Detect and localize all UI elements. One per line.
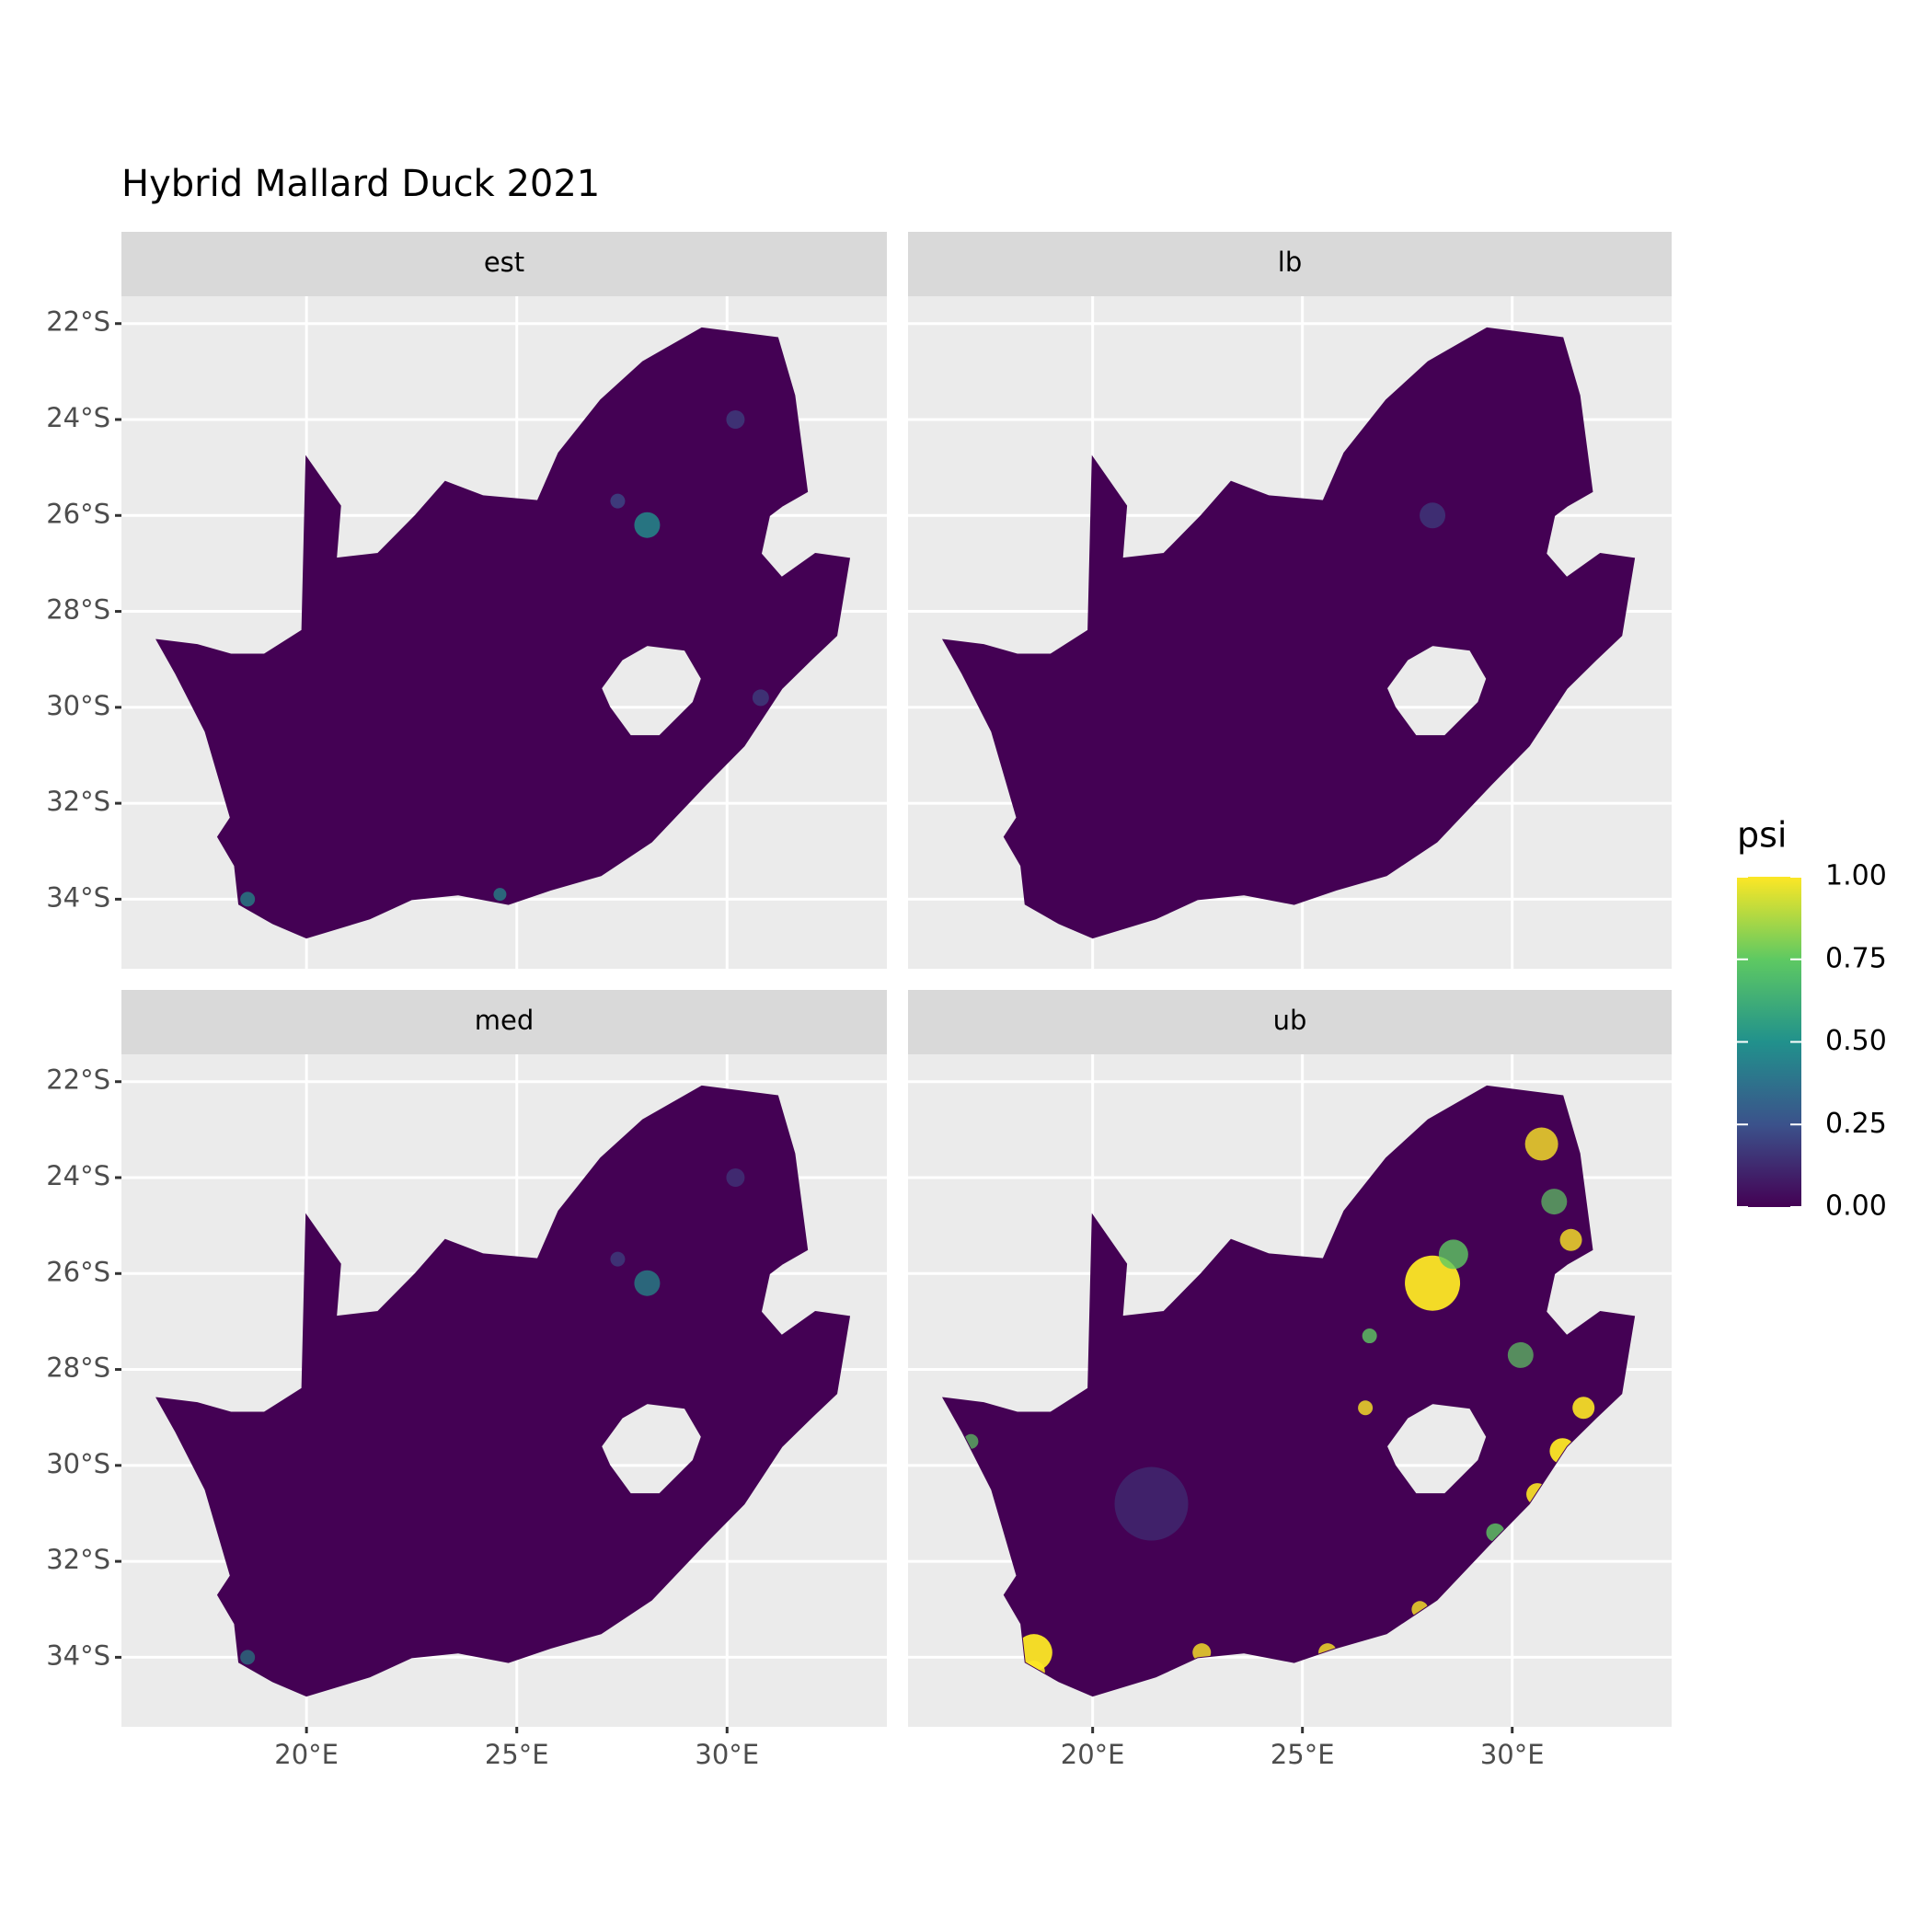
chart-title: Hybrid Mallard Duck 2021 <box>121 163 600 205</box>
hotspot <box>1114 1466 1189 1541</box>
y-tick-label: 28°S <box>46 594 110 626</box>
legend-label: 0.25 <box>1825 1108 1887 1140</box>
hotspot <box>634 1270 661 1296</box>
x-tick-label: 30°E <box>1480 1739 1545 1770</box>
x-tick-label: 25°E <box>1271 1739 1335 1770</box>
y-tick-label: 30°S <box>46 1448 110 1479</box>
legend-label: 0.00 <box>1825 1190 1887 1223</box>
hotspot <box>610 1251 626 1267</box>
strip <box>121 990 887 1054</box>
hotspot <box>1405 1255 1461 1311</box>
hotspot <box>1507 1341 1534 1368</box>
y-tick-label: 30°S <box>46 690 110 721</box>
strip-label: med <box>475 1005 535 1036</box>
hotspots <box>240 409 769 907</box>
x-tick-label: 20°E <box>274 1739 339 1770</box>
hotspot <box>634 512 661 538</box>
hotspot <box>240 891 256 907</box>
hotspot <box>610 493 626 509</box>
hotspot <box>1362 1328 1377 1344</box>
hotspot <box>1358 1400 1374 1416</box>
hotspot <box>1559 1228 1582 1251</box>
y-tick-label: 28°S <box>46 1352 110 1384</box>
y-tick-label: 24°S <box>46 402 110 433</box>
x-tick-label: 20°E <box>1061 1739 1125 1770</box>
hotspot <box>726 409 745 429</box>
hotspot <box>726 1167 745 1187</box>
country <box>941 1085 1636 1697</box>
hotspots <box>240 1167 745 1665</box>
country <box>155 1085 851 1697</box>
strip <box>908 990 1672 1054</box>
y-tick-label: 26°S <box>46 1256 110 1287</box>
hotspot <box>1541 1189 1568 1215</box>
x-tick-label: 30°E <box>695 1739 759 1770</box>
y-tick-label: 34°S <box>46 881 110 913</box>
hotspot <box>240 1650 256 1665</box>
x-tick-label: 25°E <box>485 1739 549 1770</box>
strip <box>908 232 1672 296</box>
hotspots <box>1420 502 1446 529</box>
y-tick-label: 22°S <box>46 1064 110 1096</box>
legend-title: psi <box>1737 815 1787 856</box>
hotspot <box>1572 1397 1595 1420</box>
y-tick-label: 34°S <box>46 1639 110 1671</box>
hotspot <box>1438 1239 1468 1270</box>
legend-label: 0.50 <box>1825 1025 1887 1057</box>
hotspot <box>1420 502 1446 529</box>
y-tick-label: 32°S <box>46 1544 110 1575</box>
strip-label: est <box>484 247 524 278</box>
hotspot <box>1524 1127 1558 1161</box>
hotspot <box>752 689 769 707</box>
y-tick-label: 22°S <box>46 306 110 338</box>
country <box>941 327 1636 939</box>
hotspot <box>493 888 507 902</box>
legend-label: 1.00 <box>1825 860 1887 892</box>
y-tick-label: 32°S <box>46 786 110 817</box>
strip <box>121 232 887 296</box>
strip-label: ub <box>1273 1005 1307 1036</box>
legend-label: 0.75 <box>1825 942 1887 974</box>
country <box>155 327 851 939</box>
y-tick-label: 24°S <box>46 1160 110 1191</box>
strip-label: lb <box>1278 247 1302 278</box>
y-tick-label: 26°S <box>46 498 110 529</box>
